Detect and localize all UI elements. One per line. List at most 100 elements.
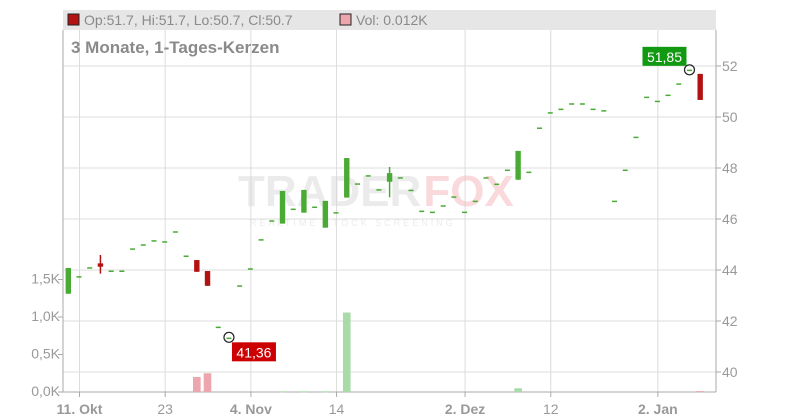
ohlc-swatch bbox=[67, 13, 80, 26]
candle-flat bbox=[494, 183, 500, 186]
watermark-brand-left: TRADER bbox=[238, 167, 421, 216]
candle-flat bbox=[654, 100, 660, 103]
volume-swatch bbox=[339, 13, 352, 26]
candle-flat bbox=[247, 268, 253, 270]
candle-body bbox=[322, 200, 329, 228]
candle-flat bbox=[215, 326, 221, 329]
candle-flat bbox=[419, 210, 425, 213]
high-label-box bbox=[642, 46, 687, 66]
volume-bar bbox=[203, 373, 212, 392]
candle-flat bbox=[676, 83, 682, 85]
candle-flat bbox=[526, 171, 532, 174]
volume-tick-label: 0,0K bbox=[31, 383, 60, 399]
candle-flat bbox=[504, 169, 510, 172]
candle-flat bbox=[440, 205, 446, 207]
price-tick-label: 46 bbox=[722, 211, 738, 227]
date-tick-label: 2. Dez bbox=[445, 401, 485, 417]
date-tick-label: 23 bbox=[157, 401, 173, 417]
candle-flat bbox=[569, 103, 575, 105]
candle-flat bbox=[290, 208, 296, 211]
date-tick-label: 11. Okt bbox=[57, 401, 103, 417]
candle-flat bbox=[151, 240, 157, 242]
candle-body bbox=[301, 189, 307, 213]
watermark-brand-right: FOX bbox=[423, 167, 513, 216]
candle-body bbox=[344, 158, 350, 198]
candle-flat bbox=[376, 189, 382, 191]
low-label-box bbox=[231, 342, 276, 362]
volume-bars bbox=[193, 312, 704, 393]
candle-flat bbox=[237, 285, 243, 287]
annotations: 51,85 41,36 bbox=[223, 46, 696, 362]
candle-body bbox=[204, 271, 211, 286]
candle-body bbox=[386, 173, 393, 182]
high-label: 51,85 bbox=[647, 49, 682, 65]
candle-flat bbox=[579, 103, 585, 105]
price-tick-label: 50 bbox=[722, 109, 738, 125]
candle-body bbox=[515, 150, 521, 180]
candle-flat bbox=[108, 270, 114, 273]
candle-flat bbox=[547, 112, 553, 114]
candle-body bbox=[65, 267, 71, 294]
candle-flat bbox=[333, 212, 339, 214]
candle-body bbox=[97, 263, 104, 267]
candle-flat bbox=[451, 196, 457, 198]
volume-bar bbox=[696, 391, 704, 393]
low-label: 41,36 bbox=[236, 344, 271, 360]
candle-flat bbox=[612, 200, 618, 203]
price-tick-label: 44 bbox=[722, 262, 738, 278]
axes: 40 42 44 46 48 50 52 0,0K 0,5K 1,0K 1,5K 11. Okt 23 4… bbox=[31, 30, 738, 417]
candle-flat bbox=[140, 244, 146, 246]
candle-flat bbox=[258, 239, 264, 241]
date-tick-label: 4. Nov bbox=[230, 401, 272, 417]
watermark-tagline: REALTIME STOCK SCREENING bbox=[250, 218, 456, 228]
candle-flat bbox=[558, 108, 564, 111]
volume-tick-label: 0,5K bbox=[31, 346, 60, 362]
volume-bar bbox=[514, 388, 522, 392]
volume-tick-label: 1,0K bbox=[31, 308, 60, 324]
candle-flat bbox=[119, 270, 125, 273]
candle-flat bbox=[429, 211, 435, 214]
candle-flat bbox=[483, 177, 489, 179]
price-tick-label: 40 bbox=[722, 364, 738, 380]
candle-body bbox=[697, 73, 703, 100]
candle-flat bbox=[226, 337, 232, 340]
candle-body bbox=[194, 260, 200, 272]
date-tick-label: 2. Jan bbox=[638, 401, 678, 417]
date-tick-label: 14 bbox=[329, 401, 345, 417]
volume-bar bbox=[321, 391, 330, 393]
price-tick-label: 52 bbox=[722, 58, 738, 74]
candle-flat bbox=[622, 169, 628, 172]
volume-bar bbox=[193, 377, 201, 392]
low-marker-circle bbox=[223, 331, 235, 343]
candle-flat bbox=[183, 255, 189, 257]
high-marker-circle bbox=[683, 64, 696, 76]
candle-flat bbox=[76, 276, 82, 278]
candle-flat bbox=[472, 200, 478, 203]
candle-flat bbox=[397, 177, 403, 179]
volume-bar bbox=[300, 391, 308, 393]
candle-flat bbox=[365, 175, 371, 177]
volume-tick-label: 1,5K bbox=[31, 271, 60, 287]
candle-flat bbox=[665, 94, 671, 97]
candle-flat bbox=[162, 241, 168, 243]
candle-flat bbox=[87, 267, 93, 269]
volume-bar bbox=[278, 391, 287, 393]
candle-body bbox=[279, 190, 286, 224]
candle-flat bbox=[633, 136, 639, 139]
date-tick-label: 12 bbox=[543, 401, 559, 417]
volume-bar bbox=[342, 312, 351, 392]
candles bbox=[65, 69, 703, 340]
legend-ohlc: Op:51.7, Hi:51.7, Lo:50.7, Cl:50.7 bbox=[84, 12, 293, 28]
candle-flat bbox=[269, 220, 275, 222]
candle-flat bbox=[686, 69, 692, 72]
legend-volume: Vol: 0.012K bbox=[356, 12, 428, 28]
candle-flat bbox=[462, 211, 468, 214]
candle-flat bbox=[130, 248, 136, 250]
candle-flat bbox=[172, 231, 178, 233]
candle-flat bbox=[408, 189, 414, 192]
legend-bar bbox=[63, 10, 716, 30]
price-tick-label: 48 bbox=[722, 160, 738, 176]
candle-flat bbox=[354, 183, 360, 185]
price-tick-label: 42 bbox=[722, 313, 738, 329]
candle-flat bbox=[312, 206, 318, 209]
